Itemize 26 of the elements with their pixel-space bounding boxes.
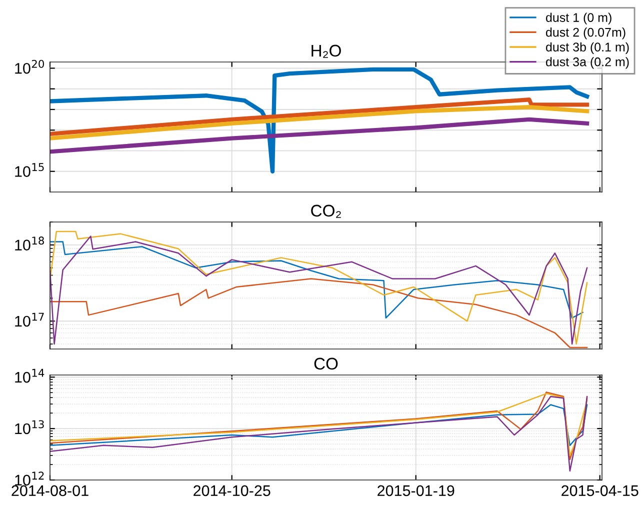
legend-label: dust 3b (0.1 m) — [546, 42, 629, 54]
x-tick-label: 2014-08-01 — [12, 485, 88, 496]
y-tick-label: 10$^{13}$ — [15, 420, 44, 434]
legend-label: dust 2 (0.07m) — [546, 28, 626, 40]
chart-title: H₂O — [312, 44, 341, 58]
x-tick-label: 2014-10-25 — [194, 485, 270, 496]
line-series — [50, 241, 584, 319]
line-series — [50, 98, 590, 136]
y-tick-label: 10$^{15}$ — [15, 163, 44, 177]
x-tick-label: 2015-04-15 — [562, 485, 638, 496]
chart-title: CO — [314, 358, 338, 370]
y-tick-label: 10$^{20}$ — [15, 60, 44, 74]
y-tick-label: 10$^{14}$ — [15, 368, 44, 383]
y-tick-label: 10$^{17}$ — [15, 312, 44, 327]
line-series — [50, 396, 588, 472]
x-tick-label: 2015-01-19 — [378, 485, 454, 496]
y-tick-label: 10$^{12}$ — [15, 472, 44, 486]
y-tick-label: 10$^{18}$ — [15, 236, 44, 250]
legend-label: dust 3a (0.2 m) — [546, 57, 629, 69]
line-series — [50, 67, 590, 174]
line-series — [50, 117, 590, 154]
line-series — [50, 105, 590, 140]
chart-title: CO₂ — [311, 204, 341, 218]
legend-label: dust 1 (0 m) — [546, 12, 612, 24]
line-series — [50, 278, 588, 348]
line-series — [50, 404, 588, 446]
